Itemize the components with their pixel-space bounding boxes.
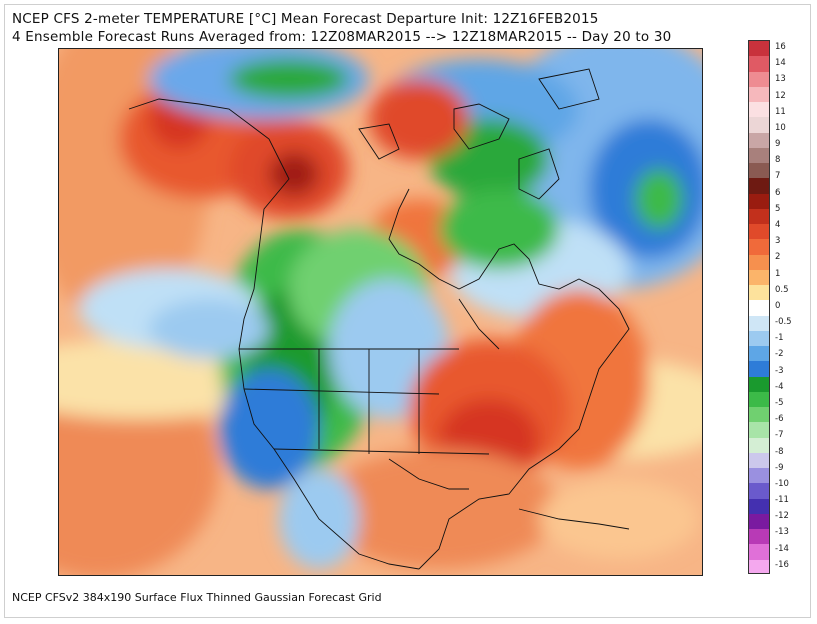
colorbar-tick-label: 13 [775,74,786,85]
colorbar-tick-label: -10 [775,478,789,489]
colorbar-segment [749,178,769,195]
colorbar-segment [749,452,769,469]
colorbar-segment [749,544,769,561]
colorbar-segment [749,239,769,256]
colorbar-tick-label: 1 [775,268,781,279]
colorbar-tick-label: -14 [775,543,789,554]
colorbar-segment [749,71,769,88]
footer-note: NCEP CFSv2 384x190 Surface Flux Thinned … [12,591,382,604]
colorbar-tick-label: -9 [775,462,784,473]
colorbar-tick-label: 6 [775,187,781,198]
colorbar-segment [749,559,769,573]
colorbar-tick-label: -3 [775,365,784,376]
colorbar-segment [749,163,769,179]
colorbar-segment [749,361,769,378]
colorbar-tick-label: 2 [775,252,781,263]
colorbar-tick-label: -0.5 [775,317,792,328]
colorbar-segment [749,193,769,210]
colorbar-segment [749,315,769,332]
colorbar-segment [749,86,769,103]
colorbar-tick-label: -2 [775,349,784,360]
temperature-departure-map [58,48,703,576]
colorbar-tick-label: 16 [775,42,786,52]
colorbar-tick-label: 0.5 [775,284,789,295]
colorbar-tick-label: -5 [775,398,784,408]
colorbar-tick-label: 4 [775,220,781,230]
colorbar-segment [749,269,769,286]
figure-title-line-1: NCEP CFS 2-meter TEMPERATURE [°C] Mean F… [12,11,599,27]
colorbar-tick-label: 7 [775,171,781,182]
colorbar-segment [749,407,769,423]
colorbar-tick-label: 3 [775,236,781,247]
colorbar-segment [749,498,769,515]
colorbar-tick-label: 14 [775,58,786,69]
colorbar-tick-label: 12 [775,90,786,101]
colorbar-segment [749,41,769,57]
colorbar-tick-label: -13 [775,527,789,538]
colorbar-segment [749,376,769,393]
colorbar-segment [749,224,769,240]
colorbar-segment [749,285,769,301]
colorbar-segment [749,330,769,347]
colorbar-tick-label: -7 [775,430,784,441]
colorbar-segment [749,346,769,362]
colorbar-segment [749,147,769,164]
figure-title-line-2: 4 Ensemble Forecast Runs Averaged from: … [12,29,672,45]
colorbar-segment [749,422,769,439]
colorbar-tick-label: -6 [775,414,784,425]
colorbar-tick-label: -8 [775,446,784,457]
colorbar [748,40,770,574]
anomaly-field [59,49,702,575]
colorbar-segment [749,300,769,317]
colorbar-tick-label: 5 [775,203,781,214]
colorbar-tick-label: 11 [775,106,786,117]
colorbar-segment [749,437,769,454]
colorbar-segment [749,483,769,500]
colorbar-segment [749,513,769,530]
colorbar-tick-label: -11 [775,495,789,506]
colorbar-segment [749,468,769,485]
colorbar-segment [749,117,769,134]
colorbar-segment [749,102,769,118]
colorbar-tick-label: -1 [775,333,784,344]
colorbar-tick-label: -4 [775,381,784,392]
colorbar-tick-label: -16 [775,559,789,570]
colorbar-tick-label: 8 [775,155,781,166]
colorbar-tick-label: -12 [775,511,789,522]
colorbar-tick-label: 10 [775,122,786,133]
colorbar-tick-label: 9 [775,139,781,150]
colorbar-segment [749,132,769,149]
map-canvas [59,49,702,575]
colorbar-segment [749,208,769,225]
colorbar-segment [749,529,769,546]
colorbar-segment [749,391,769,408]
colorbar-segment [749,56,769,73]
coastline-borders [128,68,630,570]
colorbar-tick-label: 0 [775,300,781,311]
colorbar-segment [749,254,769,271]
